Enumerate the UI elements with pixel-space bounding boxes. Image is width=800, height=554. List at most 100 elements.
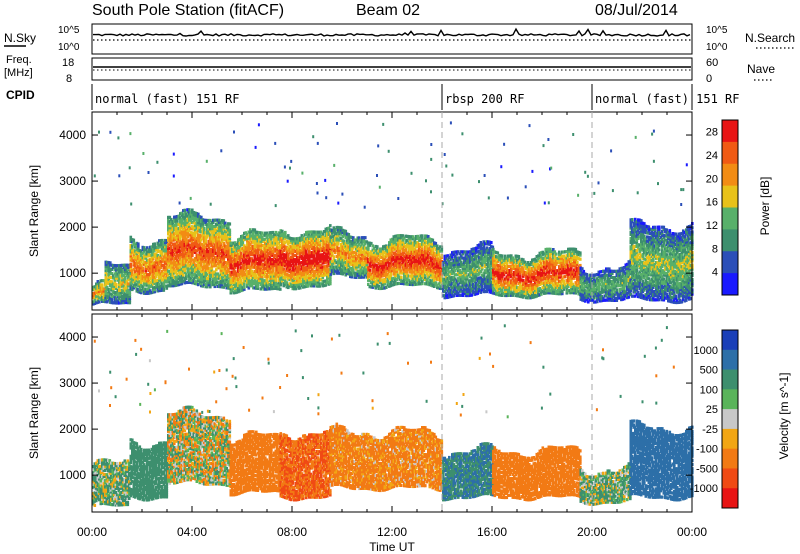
- heatmap-cell: [374, 253, 378, 257]
- heatmap-cell: [231, 241, 234, 245]
- heatmap-cell: [171, 219, 175, 224]
- heatmap-cell: [162, 240, 166, 245]
- heatmap-cell: [340, 242, 343, 247]
- heatmap-cell: [287, 252, 290, 256]
- heatmap-cell: [312, 247, 316, 251]
- heatmap-cell: [273, 282, 276, 286]
- heatmap-cell: [176, 248, 179, 252]
- heatmap-cell: [183, 266, 187, 270]
- heatmap-cell: [201, 284, 205, 288]
- heatmap-cell: [324, 283, 328, 287]
- heatmap-cell: [287, 254, 290, 258]
- heatmap-cell: [106, 277, 109, 281]
- heatmap-cell: [274, 286, 278, 290]
- heatmap-cell: [383, 257, 387, 261]
- heatmap-cell: [343, 229, 346, 233]
- heatmap-cell: [238, 248, 242, 252]
- heatmap-cell: [138, 251, 142, 255]
- heatmap-cell: [306, 243, 310, 247]
- heatmap-cell: [177, 216, 181, 220]
- heatmap-cell: [326, 233, 329, 237]
- heatmap-cell: [134, 243, 137, 247]
- heatmap-cell: [168, 261, 172, 265]
- heatmap-cell: [361, 275, 364, 279]
- heatmap-cell: [204, 276, 208, 280]
- heatmap-cell: [259, 287, 263, 291]
- heatmap-cell: [415, 261, 418, 266]
- heatmap-cell: [327, 255, 331, 259]
- heatmap-cell: [250, 265, 254, 269]
- heatmap-cell: [259, 260, 263, 264]
- heatmap-cell: [415, 264, 418, 268]
- heatmap-cell: [302, 281, 305, 285]
- heatmap-cell: [149, 289, 152, 293]
- heatmap-cell: [176, 279, 179, 283]
- heatmap-cell: [161, 272, 164, 276]
- heatmap-cell: [326, 268, 329, 272]
- heatmap-cell: [170, 232, 173, 236]
- heatmap-cell: [350, 240, 354, 244]
- heatmap-cell: [457, 264, 460, 268]
- heatmap-cell: [155, 271, 158, 275]
- heatmap-cell: [297, 278, 301, 282]
- heatmap-cell: [285, 283, 289, 287]
- heatmap-cell: [212, 276, 215, 280]
- heatmap-cell: [279, 239, 283, 243]
- heatmap-cell: [380, 249, 384, 253]
- heatmap-cell: [365, 248, 369, 252]
- heatmap-cell: [234, 288, 237, 293]
- heatmap-cell: [431, 251, 435, 255]
- heatmap-cell: [106, 296, 109, 300]
- heatmap-cell: [200, 221, 203, 226]
- heatmap-cell: [398, 261, 402, 265]
- heatmap-cell: [418, 271, 421, 276]
- heatmap-cell: [364, 267, 367, 271]
- heatmap-cell: [159, 286, 163, 290]
- heatmap-cell: [171, 282, 175, 286]
- heatmap-cell: [198, 233, 202, 237]
- heatmap-cell: [198, 215, 202, 219]
- heatmap-cell: [106, 293, 109, 298]
- heatmap-cell: [167, 248, 170, 253]
- heatmap-cell: [294, 239, 298, 243]
- heatmap-cell: [415, 282, 418, 286]
- heatmap-cell: [198, 267, 202, 271]
- heatmap-cell: [346, 263, 349, 267]
- heatmap-cell: [194, 273, 197, 277]
- heatmap-cell: [261, 254, 264, 258]
- heatmap-cell: [271, 278, 275, 282]
- heatmap-cell: [273, 255, 276, 259]
- heatmap-cell: [192, 225, 196, 229]
- heatmap-cell: [445, 275, 448, 279]
- heatmap-cell: [422, 269, 426, 273]
- heatmap-cell: [200, 248, 203, 253]
- heatmap-cell: [138, 288, 142, 292]
- heatmap-cell: [385, 271, 388, 275]
- heatmap-cell: [125, 296, 129, 300]
- heatmap-cell: [302, 266, 305, 270]
- heatmap-cell: [128, 299, 132, 303]
- heatmap-cell: [329, 257, 332, 261]
- heatmap-cell: [121, 290, 124, 294]
- heatmap-cell: [168, 240, 172, 244]
- heatmap-cell: [443, 254, 447, 258]
- heatmap-cell: [397, 244, 400, 248]
- heatmap-cell: [155, 260, 158, 264]
- heatmap-cell: [400, 252, 403, 256]
- heatmap-cell: [299, 255, 302, 259]
- heatmap-cell: [140, 278, 143, 282]
- heatmap-cell: [195, 245, 199, 249]
- heatmap-cell: [379, 278, 382, 282]
- heatmap-cell: [207, 252, 211, 256]
- heatmap-cell: [416, 272, 420, 276]
- heatmap-cell: [314, 259, 317, 263]
- heatmap-cell: [170, 278, 173, 282]
- heatmap-cell: [403, 267, 406, 271]
- heatmap-cell: [419, 255, 423, 259]
- heatmap-cell: [317, 247, 320, 251]
- heatmap-cell: [332, 265, 336, 269]
- heatmap-cell: [246, 253, 249, 257]
- heatmap-cell: [362, 248, 366, 252]
- heatmap-cell: [177, 283, 181, 287]
- heatmap-cell: [370, 260, 373, 264]
